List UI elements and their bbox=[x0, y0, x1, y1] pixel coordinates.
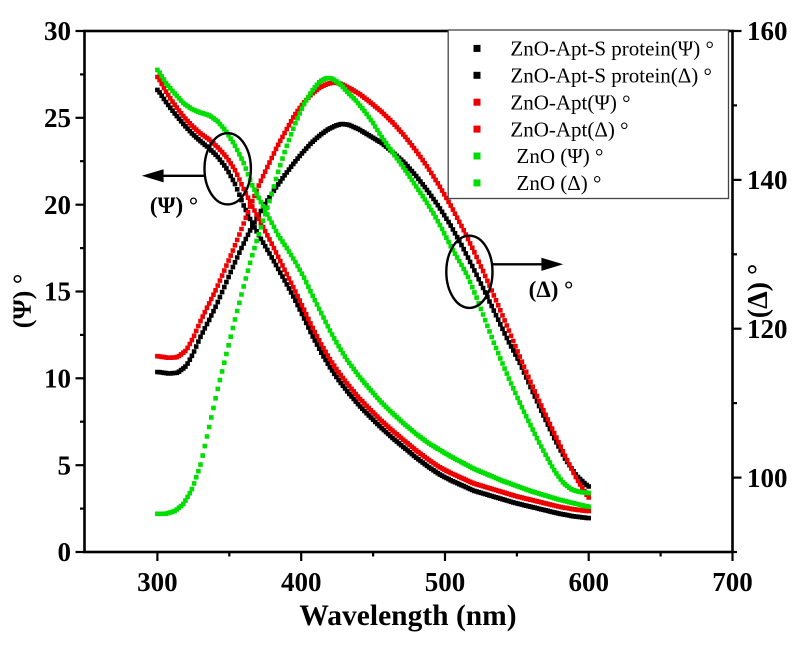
svg-text:100: 100 bbox=[747, 463, 788, 493]
svg-text:700: 700 bbox=[712, 567, 753, 597]
svg-text:(Ψ) °: (Ψ) ° bbox=[150, 193, 198, 218]
svg-text:ZnO-Apt(Ψ) °: ZnO-Apt(Ψ) ° bbox=[510, 90, 630, 114]
svg-text:0: 0 bbox=[58, 537, 72, 567]
svg-text:(Δ) °: (Δ) ° bbox=[529, 277, 574, 302]
svg-text:ZnO (Ψ) °: ZnO (Ψ) ° bbox=[517, 144, 604, 168]
svg-text:10: 10 bbox=[44, 364, 71, 394]
svg-text:15: 15 bbox=[44, 277, 71, 307]
svg-text:30: 30 bbox=[44, 16, 71, 46]
svg-text:120: 120 bbox=[747, 314, 788, 344]
svg-text:500: 500 bbox=[425, 567, 466, 597]
svg-text:20: 20 bbox=[44, 190, 71, 220]
svg-text:300: 300 bbox=[137, 567, 178, 597]
svg-text:160: 160 bbox=[747, 16, 788, 46]
svg-text:Wavelength (nm): Wavelength (nm) bbox=[299, 600, 516, 632]
svg-text:(Ψ) °: (Ψ) ° bbox=[8, 274, 37, 329]
svg-text:25: 25 bbox=[44, 103, 71, 133]
svg-text:(Δ) °: (Δ) ° bbox=[743, 264, 774, 318]
svg-text:600: 600 bbox=[568, 567, 609, 597]
svg-text:ZnO (Δ) °: ZnO (Δ) ° bbox=[517, 171, 602, 195]
svg-text:ZnO-Apt(Δ) °: ZnO-Apt(Δ) ° bbox=[510, 117, 628, 141]
svg-text:400: 400 bbox=[281, 567, 322, 597]
svg-text:140: 140 bbox=[747, 165, 788, 195]
svg-text:ZnO-Apt-S protein(Ψ) °: ZnO-Apt-S protein(Ψ) ° bbox=[510, 37, 714, 61]
svg-text:5: 5 bbox=[58, 450, 72, 480]
svg-text:ZnO-Apt-S protein(Δ) °: ZnO-Apt-S protein(Δ) ° bbox=[510, 64, 712, 88]
